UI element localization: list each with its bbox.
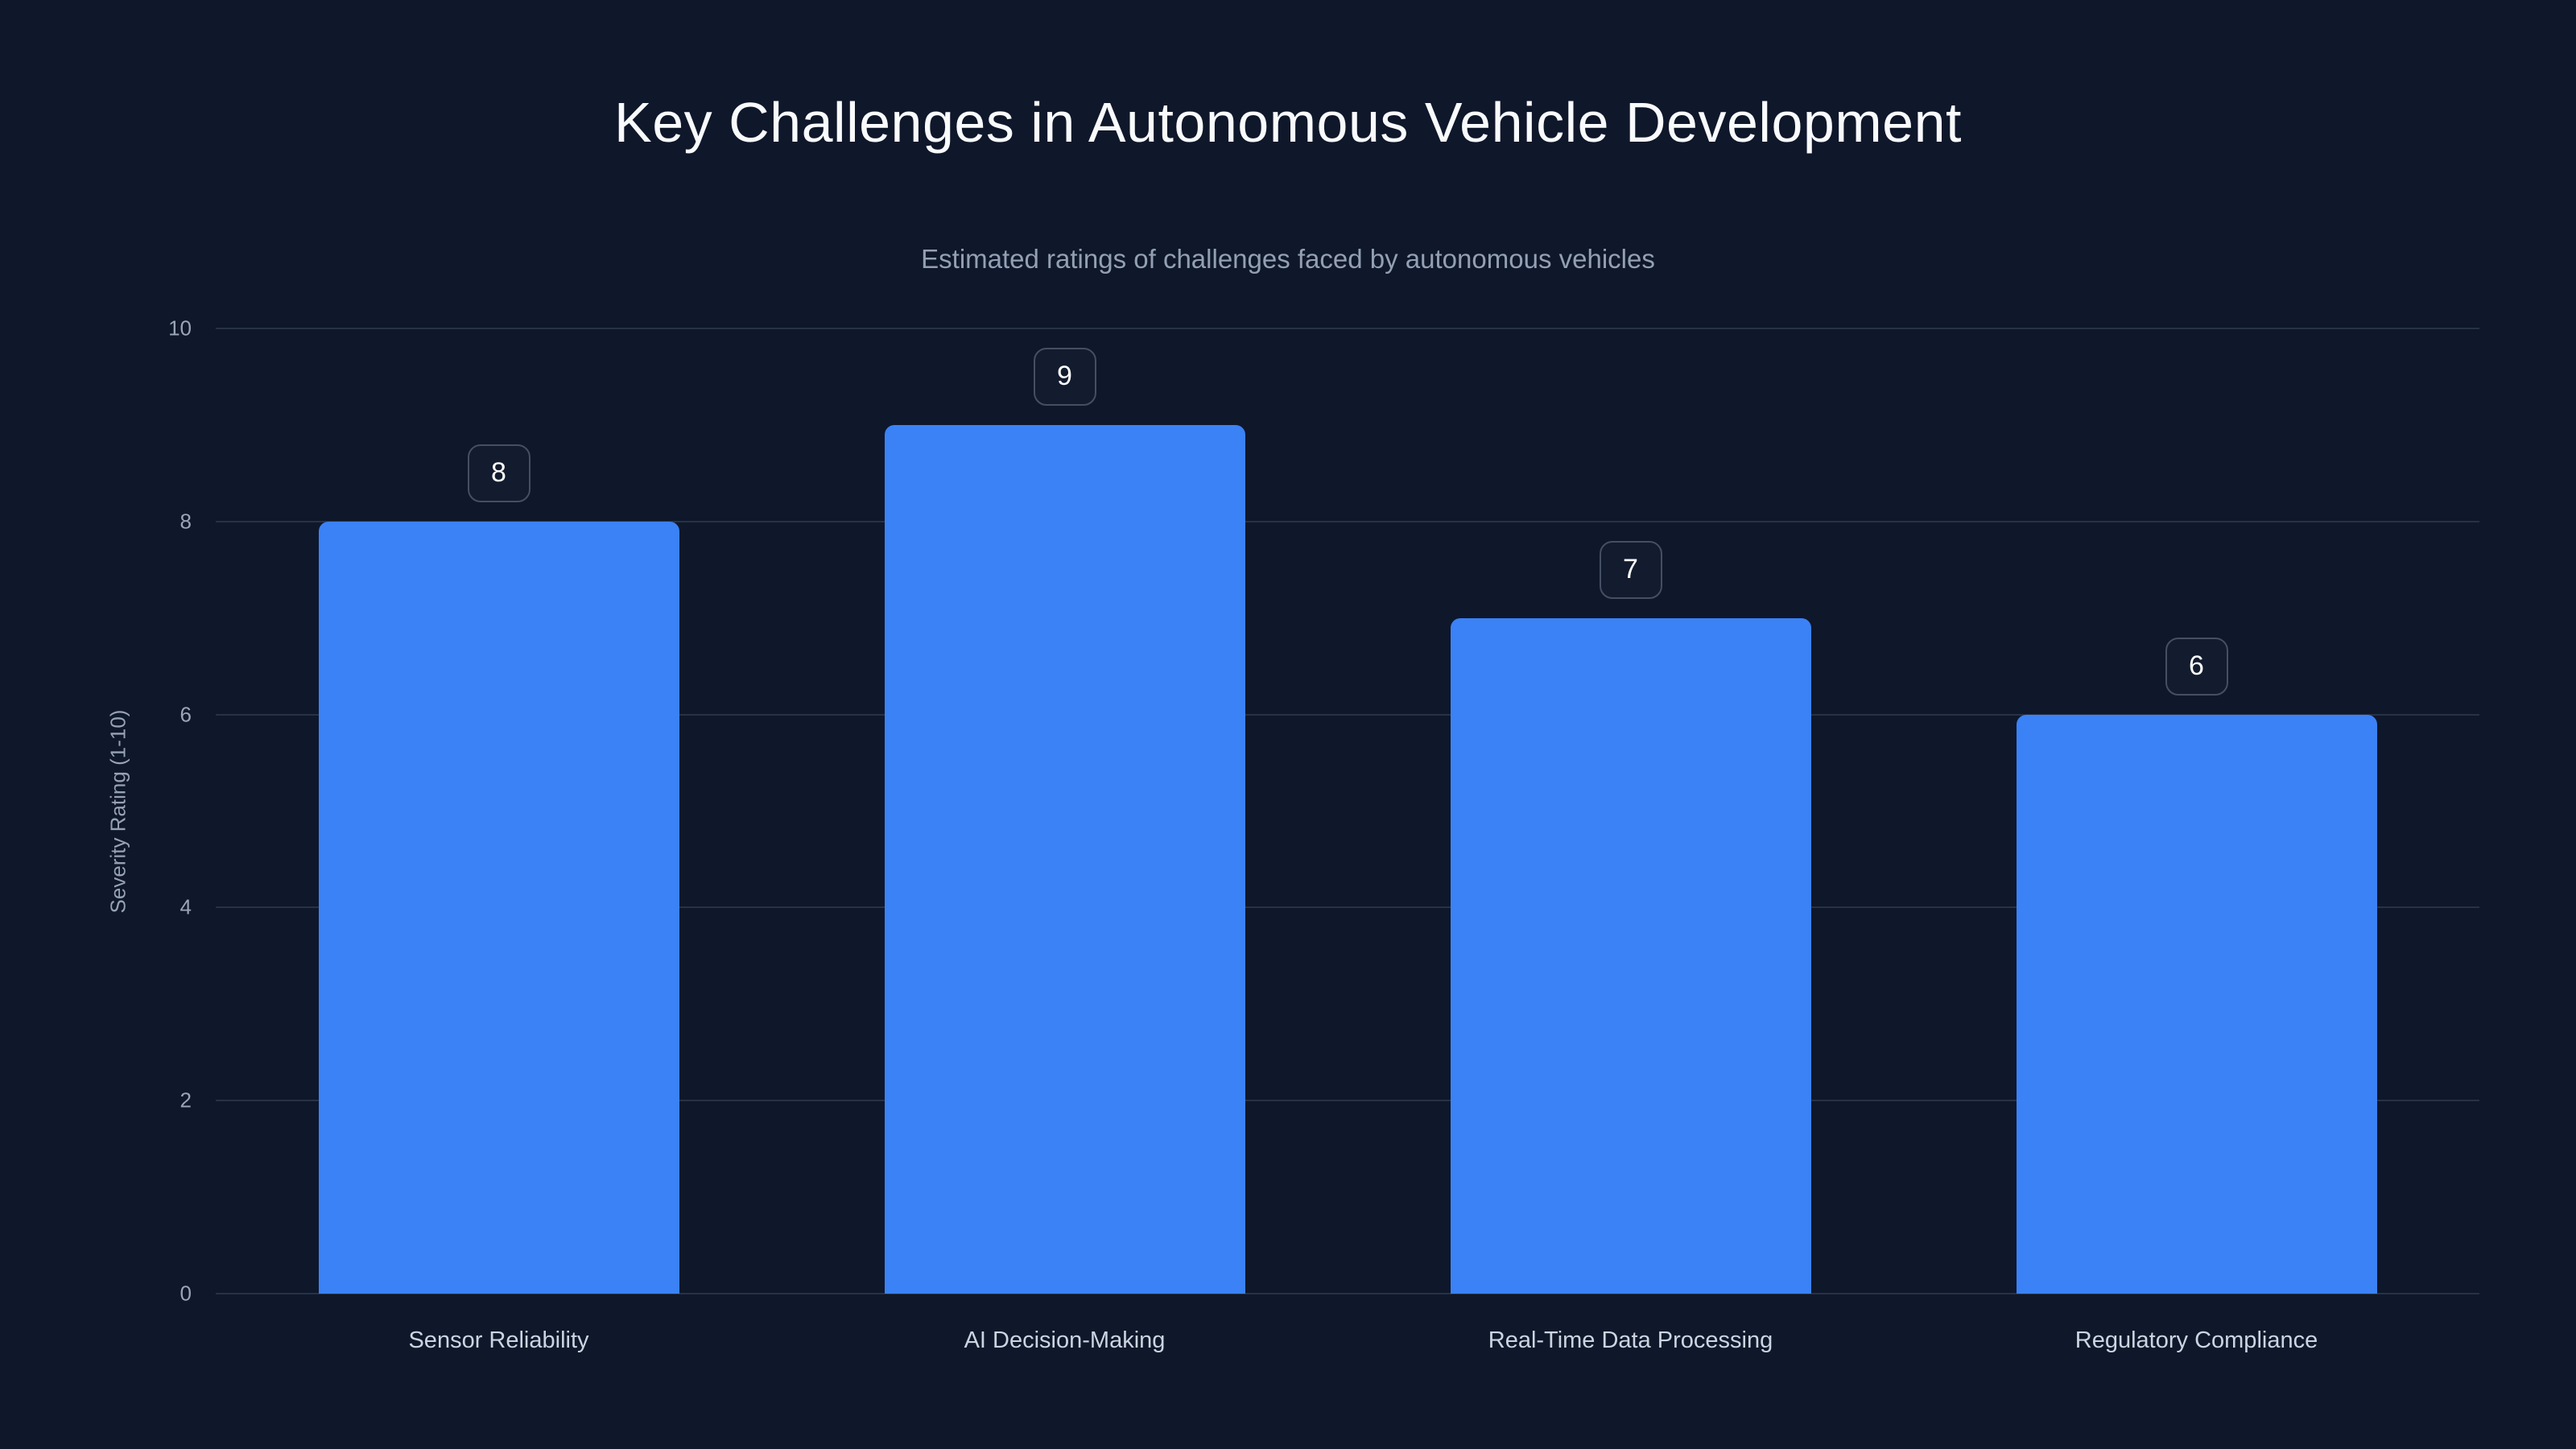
bar-slot-2: 7	[1348, 328, 1913, 1294]
bar-slot-3: 6	[1913, 328, 2479, 1294]
x-label-2: Real-Time Data Processing	[1488, 1327, 1773, 1353]
gridline-y-6	[216, 713, 2479, 716]
value-badge-2: 7	[1599, 540, 1662, 599]
x-label-0: Sensor Reliability	[408, 1327, 589, 1353]
x-label-1: AI Decision-Making	[964, 1327, 1166, 1353]
y-tick-label-6: 6	[180, 702, 192, 727]
y-tick-label-10: 10	[168, 316, 192, 341]
y-tick-label-0: 0	[180, 1281, 192, 1306]
value-badge-3: 6	[2165, 637, 2228, 696]
bar-series: 8 9 7 6	[216, 328, 2479, 1294]
value-badge-1: 9	[1033, 347, 1096, 406]
gridline-y-2	[216, 1100, 2479, 1102]
bar-real-time-data-processing[interactable]	[1450, 617, 1811, 1294]
value-badge-0: 8	[467, 444, 530, 502]
x-axis: Sensor Reliability AI Decision-Making Real…	[216, 1294, 2479, 1354]
bar-slot-1: 9	[782, 328, 1348, 1294]
y-tick-label-4: 4	[180, 894, 192, 919]
gridline-y-10	[216, 328, 2479, 329]
bar-slot-0: 8	[216, 328, 782, 1294]
plot-area	[216, 328, 2479, 1294]
x-label-3: Regulatory Compliance	[2074, 1327, 2318, 1353]
y-axis: 0 2 4 6 8 10	[0, 316, 193, 1306]
bar-regulatory-compliance[interactable]	[2016, 714, 2377, 1294]
y-tick-label-8: 8	[180, 509, 192, 534]
gridline-y-0	[216, 1293, 2479, 1294]
chart-title: Key Challenges in Autonomous Vehicle Dev…	[614, 91, 1962, 154]
gridline-y-4	[216, 906, 2479, 909]
y-tick-label-2: 2	[180, 1088, 192, 1113]
bar-ai-decision-making[interactable]	[884, 424, 1245, 1294]
chart-subtitle: Estimated ratings of challenges faced by…	[921, 244, 1655, 274]
bar-sensor-reliability[interactable]	[318, 521, 679, 1294]
gridline-y-8	[216, 520, 2479, 522]
